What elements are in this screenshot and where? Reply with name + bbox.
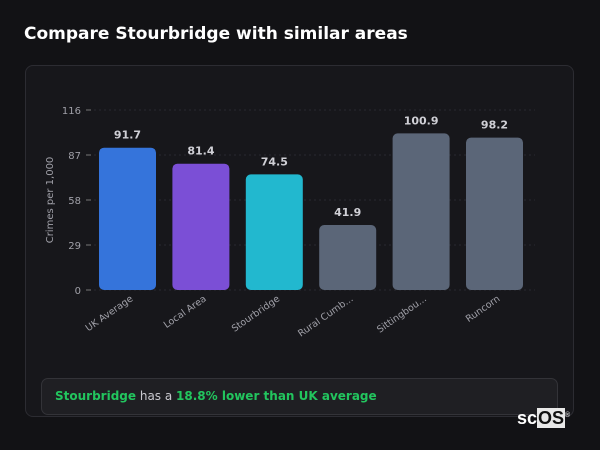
x-tick-label: UK Average [84,293,136,334]
summary-text: has a [136,389,177,403]
y-tick-label: 29 [68,241,81,252]
x-tick-label: Rural Cumb... [296,293,355,339]
summary-box: Stourbridge has a 18.8% lower than UK av… [41,378,558,415]
data-label: 100.9 [404,114,439,127]
bar [245,174,303,290]
bar [172,163,230,290]
x-tick-label: Sittingbou... [375,293,429,335]
data-label: 91.7 [114,129,141,142]
bar [319,224,377,290]
x-tick-label: Runcorn [464,293,502,324]
data-label: 41.9 [334,206,361,219]
y-axis-label: Crimes per 1,000 [45,157,56,244]
data-label: 74.5 [261,155,288,168]
x-tick-label: Local Area [162,293,209,330]
data-label: 98.2 [481,119,508,132]
summary-area: Stourbridge [55,389,137,403]
bar [466,137,523,290]
summary-highlight: 18.8% lower than UK average [176,389,377,403]
scos-logo: scOS® [517,408,571,428]
y-tick-label: 0 [75,286,81,297]
x-tick-label: Stourbridge [230,293,282,334]
bar [392,133,450,290]
data-label: 81.4 [187,145,214,158]
page-title: Compare Stourbridge with similar areas [24,24,408,44]
y-tick-label: 116 [62,106,81,117]
bar [99,147,156,290]
y-tick-label: 58 [68,196,81,207]
y-tick-label: 87 [68,151,81,162]
